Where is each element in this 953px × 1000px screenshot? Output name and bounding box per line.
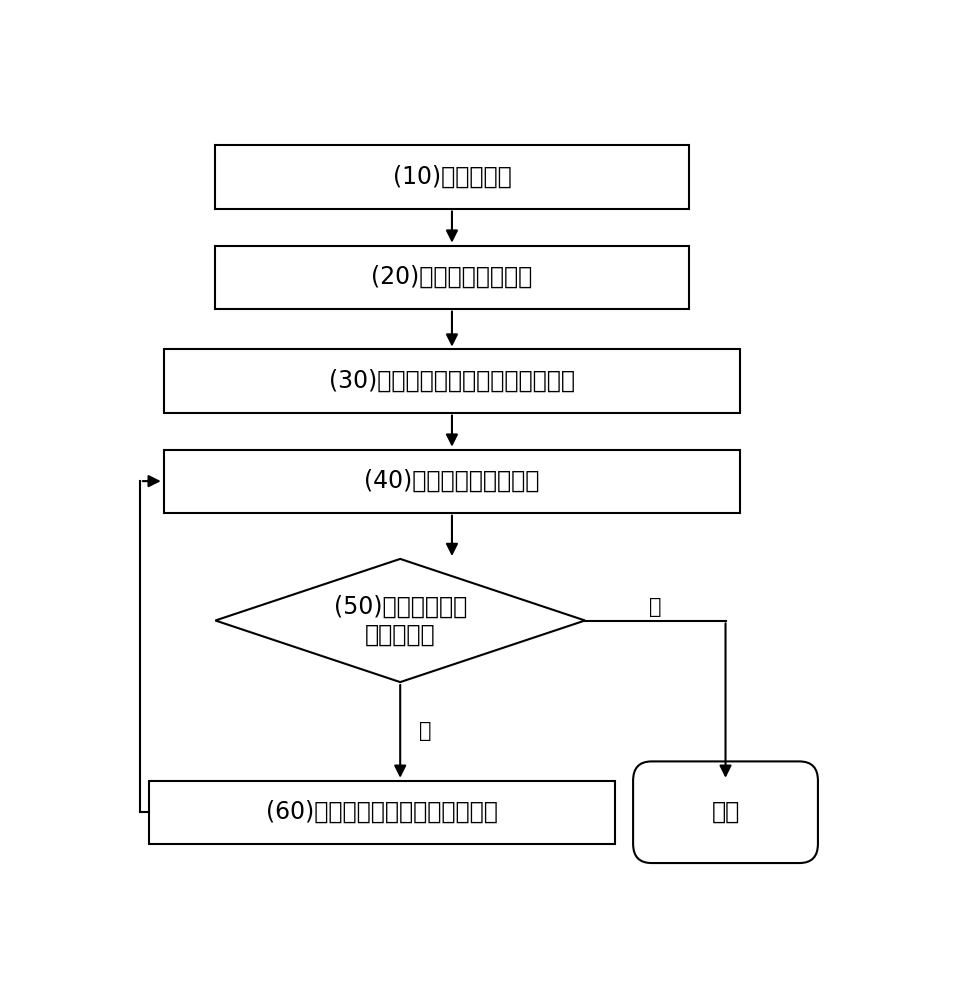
Text: (10)调整帧结构: (10)调整帧结构 [393,165,511,189]
Text: (40)接收端反馈块确认帧: (40)接收端反馈块确认帧 [364,469,539,493]
FancyBboxPatch shape [164,349,740,413]
FancyBboxPatch shape [215,246,688,309]
Text: (50)判断是否需要
发送下一帧: (50)判断是否需要 发送下一帧 [334,595,466,646]
Text: 结束: 结束 [711,800,739,824]
Text: (30)发送端随机选择速率发送数据帧: (30)发送端随机选择速率发送数据帧 [329,369,575,393]
Text: 否: 否 [648,597,660,617]
FancyBboxPatch shape [149,781,614,844]
FancyBboxPatch shape [215,145,688,209]
FancyBboxPatch shape [164,450,740,513]
FancyBboxPatch shape [633,761,817,863]
Text: (60)发送端以指定速率发送数据帧: (60)发送端以指定速率发送数据帧 [266,800,497,824]
Text: (20)探测信道收发关系: (20)探测信道收发关系 [371,265,532,289]
Text: 是: 是 [418,721,431,741]
Polygon shape [215,559,584,682]
